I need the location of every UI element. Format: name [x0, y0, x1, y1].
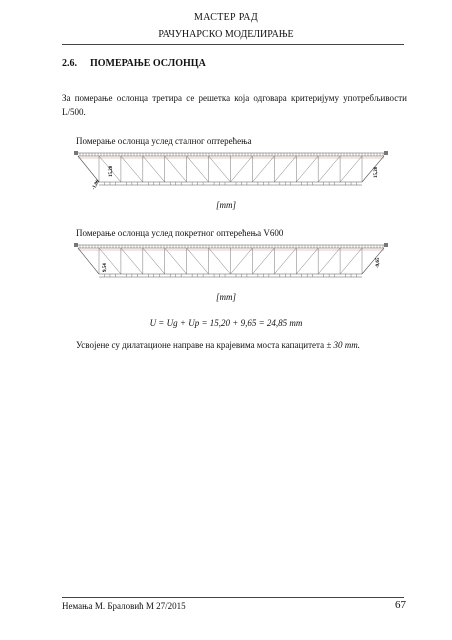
figure-1-caption: Померање ослонца услед сталног оптерећењ… — [76, 136, 252, 146]
truss-diagonal — [186, 247, 209, 275]
header-divider — [62, 44, 404, 45]
truss-diagonal — [317, 247, 341, 275]
truss-diagonal — [296, 247, 319, 275]
label-support-right: -9,65 — [376, 257, 381, 268]
section-number: 2.6. — [62, 58, 77, 69]
truss-diagonal — [208, 247, 231, 275]
conclusion-text: Усвојене су дилатационе направе на краје… — [76, 340, 325, 350]
truss-members — [79, 245, 384, 277]
section-heading: 2.6. ПОМЕРАЊЕ ОСЛОНЦА — [62, 58, 206, 69]
left-support — [74, 151, 78, 155]
page-number: 67 — [395, 599, 406, 611]
footer-divider — [62, 597, 404, 598]
truss-diagonal — [317, 155, 341, 183]
conclusion-capacity: ± 30 mm. — [326, 340, 361, 350]
displacement-formula: U = Ug + Up = 15,20 + 9,65 = 24,85 mm — [149, 318, 303, 328]
truss-diagonal — [164, 247, 187, 275]
figure-2-unit: [mm] — [215, 292, 236, 302]
right-support — [384, 151, 388, 155]
footer-author: Немања М. Браловић М 27/2015 — [62, 601, 186, 611]
header-subtitle: РАЧУНАРСКО МОДЕЛИРАЊЕ — [158, 29, 294, 40]
truss-diagonal — [98, 155, 122, 183]
truss-diagram-dead-load: 15,20 -1,06 15,20 — [74, 151, 388, 191]
truss-diagonal — [339, 247, 363, 275]
label-support-left: 15,20 — [109, 165, 114, 177]
truss-diagonal — [120, 247, 144, 275]
truss-members — [79, 153, 384, 185]
truss-diagram-live-load: 9,54 -9,65 — [74, 243, 388, 278]
figure-2-caption: Померање ослонца услед покретног оптерећ… — [76, 228, 284, 238]
truss-diagonal — [230, 155, 253, 183]
truss-diagonal — [274, 247, 297, 275]
header-title: МАСТЕР РАД — [194, 12, 258, 23]
intro-paragraph: За померање ослонца третира се решетка к… — [62, 93, 407, 117]
label-bottom-left: -1,06 — [91, 179, 101, 191]
truss-diagonal — [339, 155, 363, 183]
conclusion-paragraph: Усвојене су дилатационе направе на краје… — [76, 340, 360, 350]
truss-diagonal — [230, 247, 253, 275]
truss-diagonal — [186, 155, 209, 183]
truss-diagonal — [252, 247, 275, 275]
truss-diagonal — [252, 155, 275, 183]
truss-diagonal — [274, 155, 297, 183]
truss-diagonal — [296, 155, 319, 183]
truss-diagonal — [142, 155, 165, 183]
label-support-left: 9,54 — [103, 263, 108, 272]
section-title: ПОМЕРАЊЕ ОСЛОНЦА — [90, 58, 206, 69]
right-support — [384, 243, 388, 247]
truss-diagonal — [208, 155, 231, 183]
truss-diagonal — [98, 247, 122, 275]
truss-diagonal — [120, 155, 144, 183]
label-support-right: 15,20 — [374, 166, 379, 178]
figure-1-unit: [mm] — [215, 200, 236, 210]
left-support — [74, 243, 78, 247]
truss-diagonal — [142, 247, 165, 275]
truss-diagonal — [164, 155, 187, 183]
